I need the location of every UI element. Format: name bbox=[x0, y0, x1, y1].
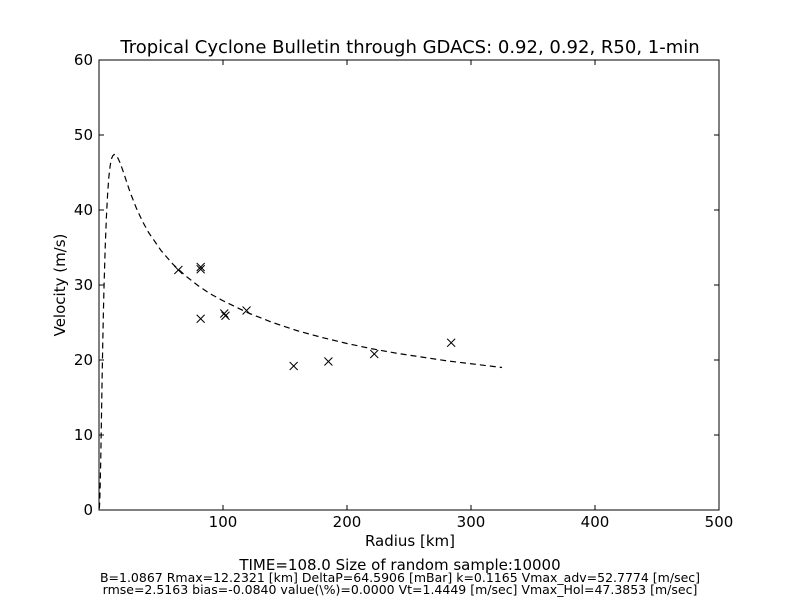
fitted-profile-line bbox=[98, 153, 503, 509]
y-tick-label: 10 bbox=[74, 426, 93, 444]
y-tick-label: 50 bbox=[74, 126, 93, 144]
x-tick-label: 200 bbox=[333, 513, 362, 531]
data-point-marker bbox=[324, 357, 333, 366]
plot-area: 100 200 300 400 500 0 10 20 30 40 50 60 bbox=[74, 51, 733, 531]
data-point-marker bbox=[196, 264, 206, 274]
data-point-marker bbox=[221, 311, 230, 321]
x-axis-ticks: 100 200 300 400 500 bbox=[209, 60, 734, 531]
footer-line-3: rmse=2.5163 bias=-0.0840 value(\%)=0.000… bbox=[103, 582, 698, 597]
x-tick-label: 300 bbox=[457, 513, 486, 531]
x-tick-label: 100 bbox=[209, 513, 238, 531]
data-point-marker bbox=[289, 361, 299, 371]
data-point-marker bbox=[196, 262, 206, 272]
series-layer bbox=[98, 153, 503, 509]
x-tick-label: 400 bbox=[581, 513, 610, 531]
y-tick-label: 0 bbox=[83, 501, 93, 519]
footer-line-1: TIME=108.0 Size of random sample:10000 bbox=[238, 556, 560, 574]
data-point-marker bbox=[219, 309, 229, 318]
data-point-marker bbox=[369, 349, 379, 359]
footer-line-2: B=1.0867 Rmax=12.2321 [km] DeltaP=64.590… bbox=[100, 570, 700, 585]
y-tick-label: 20 bbox=[74, 351, 93, 369]
y-tick-label: 40 bbox=[74, 201, 93, 219]
data-point-marker bbox=[196, 314, 206, 324]
x-axis-label: Radius [km] bbox=[365, 532, 455, 550]
y-axis-ticks: 0 10 20 30 40 50 60 bbox=[74, 51, 719, 519]
y-axis-label: Velocity (m/s) bbox=[51, 234, 69, 337]
x-tick-label: 500 bbox=[705, 513, 734, 531]
data-point-marker bbox=[446, 338, 456, 348]
chart-title: Tropical Cyclone Bulletin through GDACS:… bbox=[119, 37, 699, 58]
y-tick-label: 60 bbox=[74, 51, 93, 69]
y-tick-label: 30 bbox=[74, 276, 93, 294]
